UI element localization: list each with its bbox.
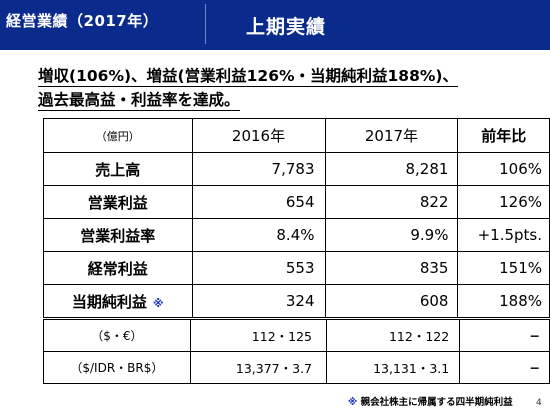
page-title: 上期実績 xyxy=(246,16,327,38)
summary-text: 増収(106%)、増益(営業利益126%・当期純利益188%)、 過去最高益・利… xyxy=(38,64,518,112)
footnote-mark: ※ xyxy=(348,397,358,408)
table-row: 売上高 7,783 8,281 106% xyxy=(43,152,550,186)
table-row: 経常利益 553 835 151% xyxy=(43,251,550,285)
table-header-row: （億円） 2016年 2017年 前年比 xyxy=(43,118,550,153)
cell-2016: 7,783 xyxy=(191,152,326,186)
cell-2016: 553 xyxy=(191,251,326,285)
cell-2017: 112・122 xyxy=(326,319,461,352)
row-label: 営業利益 xyxy=(43,185,193,219)
cell-yoy: 151% xyxy=(457,251,550,285)
cell-2017: 835 xyxy=(324,251,459,285)
footnote: ※ 親会社株主に帰属する四半期純利益 xyxy=(348,394,513,408)
cell-2017: 608 xyxy=(324,284,459,318)
cell-yoy: − xyxy=(459,351,550,384)
table-row: 営業利益 654 822 126% xyxy=(43,185,550,219)
row-label: 売上高 xyxy=(43,152,193,186)
cell-2016: 8.4% xyxy=(191,218,326,252)
column-header-yoy: 前年比 xyxy=(457,118,550,153)
cell-2016: 654 xyxy=(191,185,326,219)
fx-label: （$・€） xyxy=(43,319,191,352)
cell-2016: 112・125 xyxy=(189,319,328,352)
unit-label: （億円） xyxy=(43,118,193,153)
table-row: （$・€） 112・125 112・122 − xyxy=(43,319,550,352)
column-header-2016: 2016年 xyxy=(191,118,326,153)
page-number: 4 xyxy=(536,398,542,408)
cell-yoy: +1.5pts. xyxy=(457,218,550,252)
row-label: 当期純利益 ※ xyxy=(43,284,193,318)
row-label: 営業利益率 xyxy=(43,218,193,252)
column-header-2017: 2017年 xyxy=(324,118,459,153)
cell-2017: 8,281 xyxy=(324,152,459,186)
table-row: 当期純利益 ※ 324 608 188% xyxy=(43,284,550,318)
table-row: 営業利益率 8.4% 9.9% +1.5pts. xyxy=(43,218,550,252)
footnote-text: 親会社株主に帰属する四半期純利益 xyxy=(360,397,513,408)
cell-yoy: 106% xyxy=(457,152,550,186)
cell-yoy: 188% xyxy=(457,284,550,318)
note-mark: ※ xyxy=(152,296,164,310)
header-divider xyxy=(205,4,206,44)
cell-2017: 822 xyxy=(324,185,459,219)
fx-rate-table: （$・€） 112・125 112・122 − （$/IDR・BR$） 13,3… xyxy=(43,319,550,384)
table-row: （$/IDR・BR$） 13,377・3.7 13,131・3.1 − xyxy=(43,351,550,384)
summary-line-2: 過去最高益・利益率を達成。 xyxy=(38,91,240,111)
cell-2017: 13,131・3.1 xyxy=(326,351,461,384)
section-label: 経営業績（2017年） xyxy=(6,12,159,30)
row-label: 経常利益 xyxy=(43,251,193,285)
results-table: （億円） 2016年 2017年 前年比 売上高 7,783 8,281 106… xyxy=(43,118,550,318)
fx-label: （$/IDR・BR$） xyxy=(43,351,191,384)
cell-yoy: 126% xyxy=(457,185,550,219)
cell-2017: 9.9% xyxy=(324,218,459,252)
cell-yoy: − xyxy=(459,319,550,352)
cell-2016: 324 xyxy=(191,284,326,318)
cell-2016: 13,377・3.7 xyxy=(189,351,328,384)
header-bar: 経営業績（2017年） 上期実績 xyxy=(0,0,550,50)
summary-line-1: 増収(106%)、増益(営業利益126%・当期純利益188%)、 xyxy=(38,67,458,87)
